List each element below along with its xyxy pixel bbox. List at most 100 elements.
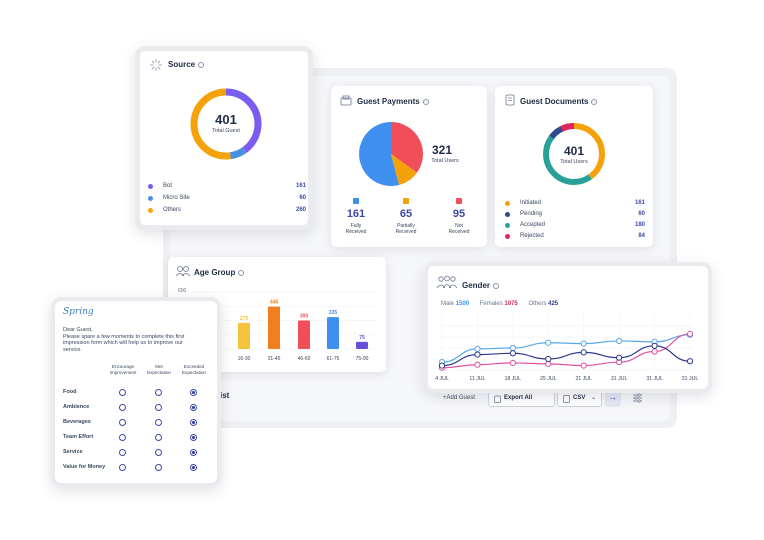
add-guest-link[interactable]: +Add Guest (443, 395, 475, 401)
age-category-label: 46-60 (298, 356, 311, 362)
payment-partially-received: 65 Partially Received (384, 198, 428, 235)
age-bar-value: 446 (270, 300, 279, 306)
legend-others-name: Others (528, 301, 547, 307)
radio-encourage[interactable] (119, 389, 126, 396)
age-bar (327, 317, 339, 349)
payments-total: 321 (431, 143, 453, 157)
age-category-label: 16-30 (238, 356, 251, 362)
survey-col-exceeded: Exceeded Expectation (181, 364, 206, 375)
gender-x-label: 31 JUL (575, 376, 592, 382)
info-icon[interactable] (493, 282, 500, 289)
survey-intro: Dear Guest, Please spare a few moments t… (63, 327, 185, 353)
radio-exceeded[interactable] (190, 434, 197, 441)
survey-row-label: Team Effort (63, 434, 94, 440)
age-bar (298, 320, 310, 349)
gender-x-label: 18 JUL (505, 376, 522, 382)
payments-total-label: Total Users (431, 158, 459, 164)
survey-row-label: Service (63, 449, 83, 455)
survey-row-label: Beverages (63, 419, 91, 425)
age-category-label: 61-75 (327, 356, 340, 362)
guest-payments-title: Guest Payments (357, 97, 429, 106)
gender-series-line (441, 333, 691, 369)
radio-exceeded[interactable] (190, 404, 197, 411)
legend-others-value: 425 (548, 301, 559, 307)
gender-data-point (545, 339, 552, 346)
radio-exceeded[interactable] (190, 449, 197, 456)
survey-row-label: Value for Money (63, 464, 106, 470)
gender-data-point (474, 351, 481, 358)
survey-col-met: Met Expectation (146, 364, 171, 375)
gender-line-chart: 4 JUL 11 JUL 18 JUL 25 JUL 31 JUL 31 JUL 31 JU… (435, 310, 699, 382)
radio-met[interactable] (155, 434, 162, 441)
gender-series-line (441, 334, 691, 363)
users-group-icon (175, 266, 191, 277)
age-bar-value: 275 (240, 316, 249, 322)
gender-title: Gender (462, 281, 500, 290)
payments-pie-chart (359, 122, 423, 186)
radio-exceeded[interactable] (190, 389, 197, 396)
age-bar (268, 306, 280, 349)
payment-fully-received: 161 Fully Received (334, 198, 378, 235)
info-icon[interactable] (198, 61, 205, 68)
gender-data-point (509, 359, 516, 367)
survey-row-label: Ambience (63, 404, 90, 410)
legend-female-name: Females (479, 301, 503, 307)
export-all-button[interactable]: Export All (488, 390, 555, 407)
gender-data-point (580, 340, 587, 347)
users-icon (436, 275, 458, 289)
gender-x-label: 11 JUL (469, 376, 485, 382)
documents-total: 401 (563, 144, 585, 158)
gender-data-point (580, 362, 587, 369)
gender-data-point (509, 350, 516, 357)
age-bar (356, 341, 368, 349)
guest-payments-card: Guest Payments 321 Total Users 161 Fully… (331, 86, 487, 247)
gender-x-label: 25 JUL (540, 376, 557, 382)
radio-encourage[interactable] (119, 419, 126, 426)
gender-x-label: 31 JUL (682, 376, 699, 382)
info-icon[interactable] (238, 269, 245, 276)
guest-documents-card: Guest Documents 401 Total Users Initiate… (495, 86, 653, 247)
radio-met[interactable] (155, 449, 162, 456)
radio-exceeded[interactable] (190, 419, 197, 426)
gender-data-point (686, 330, 694, 338)
guest-documents-title: Guest Documents (520, 97, 598, 106)
gender-data-point (616, 354, 623, 361)
gender-x-label: 4 JUL (435, 376, 449, 382)
radio-met[interactable] (155, 419, 162, 426)
source-total: 401 (215, 112, 237, 127)
source-card: Source 401 Total Guest Bot 161 Micro Site… (135, 46, 313, 230)
gender-card: Gender Male 1500 Females 1075 Others 425… (424, 262, 712, 393)
export-go-button[interactable]: → (605, 390, 621, 407)
radio-encourage[interactable] (119, 449, 126, 456)
legend-male-name: Male (441, 301, 455, 307)
payment-not-received: 95 Not Received (437, 198, 481, 235)
source-total-label: Total Guest (212, 128, 240, 134)
gender-series-line (441, 345, 691, 367)
arrow-right-icon: → (608, 392, 617, 402)
radio-encourage[interactable] (119, 434, 126, 441)
guest-list-title-fragment: ist (220, 391, 230, 400)
survey-card: Spring Dear Guest, Please spare a few mo… (51, 297, 221, 487)
info-icon[interactable] (422, 98, 429, 105)
sparkle-icon (150, 59, 162, 71)
radio-encourage[interactable] (119, 404, 126, 411)
format-select[interactable]: CSV ⌄ (557, 390, 602, 407)
survey-row-label: Food (63, 389, 77, 395)
gender-data-point (474, 361, 481, 368)
radio-encourage[interactable] (119, 464, 126, 471)
radio-met[interactable] (155, 404, 162, 411)
filter-settings-icon[interactable] (632, 393, 643, 403)
age-category-label: 31-45 (268, 356, 281, 362)
source-donut-chart (190, 88, 262, 160)
radio-exceeded[interactable] (190, 464, 197, 471)
age-bar-value: 335 (329, 310, 338, 316)
gender-data-point (580, 349, 587, 356)
gender-data-point (686, 358, 694, 365)
payment-icon (340, 95, 352, 106)
age-group-title: Age Group (194, 268, 245, 277)
gender-legend: Male 1500 Females 1075 Others 425 (441, 301, 558, 307)
radio-met[interactable] (155, 464, 162, 471)
info-icon[interactable] (591, 98, 598, 105)
gender-data-point (545, 355, 552, 363)
radio-met[interactable] (155, 389, 162, 396)
